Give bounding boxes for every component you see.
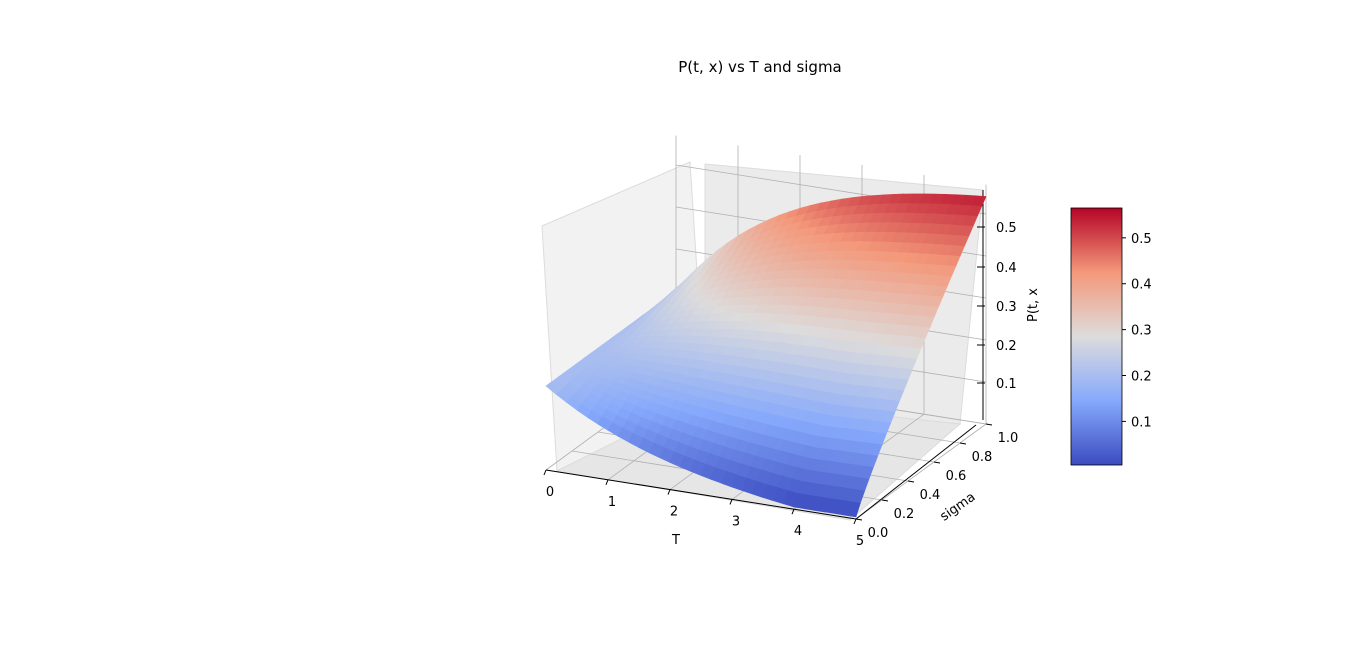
x-axis-line <box>545 469 857 520</box>
x-tick-label: 1 <box>608 495 616 510</box>
x-tick-label: 0 <box>546 485 554 500</box>
x-tick-mark <box>543 469 547 476</box>
x-tick-mark <box>729 499 733 505</box>
y-tick-mark <box>907 480 915 483</box>
x-axis-label: T <box>671 533 680 548</box>
y-axis-line <box>855 424 977 520</box>
x-tick-mark <box>853 518 857 525</box>
z-tick-label: 0.5 <box>996 221 1017 236</box>
y-tick-label: 0.4 <box>920 488 941 503</box>
y-tick-mark <box>881 499 889 502</box>
y-tick-mark <box>855 518 863 521</box>
z-ticks: 0.1 0.2 0.3 0.4 0.5 <box>977 221 1017 392</box>
y-tick-mark <box>933 461 941 464</box>
x-tick-mark <box>605 479 609 485</box>
x-tick-label: 5 <box>856 534 864 549</box>
y-ticks: 0.0 0.2 0.4 0.6 0.8 1.0 <box>855 423 1019 541</box>
colorbar: 0.1 0.2 0.3 0.4 0.5 <box>1070 207 1152 466</box>
y-tick-label: 0.2 <box>894 507 915 522</box>
colorbar-tick-label: 0.1 <box>1131 415 1152 430</box>
z-tick-label: 0.3 <box>996 300 1017 315</box>
y-tick-label: 1.0 <box>998 431 1019 446</box>
colorbar-tick-label: 0.2 <box>1131 370 1152 385</box>
x-ticks: 0 1 2 3 4 5 <box>543 469 864 549</box>
x-tick-label: 2 <box>670 505 678 520</box>
x-tick-mark <box>667 489 671 495</box>
x-tick-mark <box>791 509 795 515</box>
z-tick-label: 0.2 <box>996 339 1017 354</box>
y-axis-label: sigma <box>938 490 979 525</box>
colorbar-ticks: 0.1 0.2 0.3 0.4 0.5 <box>1122 232 1152 430</box>
z-axis-label: P(t, x <box>1026 288 1041 322</box>
colorbar-tick-label: 0.5 <box>1131 232 1152 247</box>
y-tick-label: 0.6 <box>946 469 967 484</box>
z-tick-label: 0.1 <box>996 377 1017 392</box>
colorbar-tick-label: 0.3 <box>1131 324 1152 339</box>
x-tick-label: 3 <box>732 514 740 529</box>
surface-plot <box>545 193 987 518</box>
colorbar-gradient <box>1070 207 1123 466</box>
grid-line <box>855 423 987 520</box>
y-tick-mark <box>985 423 993 426</box>
y-tick-label: 0.8 <box>972 450 993 465</box>
surface-patch <box>845 501 861 518</box>
x-tick-label: 4 <box>794 524 802 539</box>
colorbar-tick-label: 0.4 <box>1131 278 1152 293</box>
z-tick-label: 0.4 <box>996 261 1017 276</box>
chart-title: P(t, x) vs T and sigma <box>678 58 842 76</box>
y-tick-mark <box>959 442 967 445</box>
y-tick-label: 0.0 <box>868 526 889 541</box>
